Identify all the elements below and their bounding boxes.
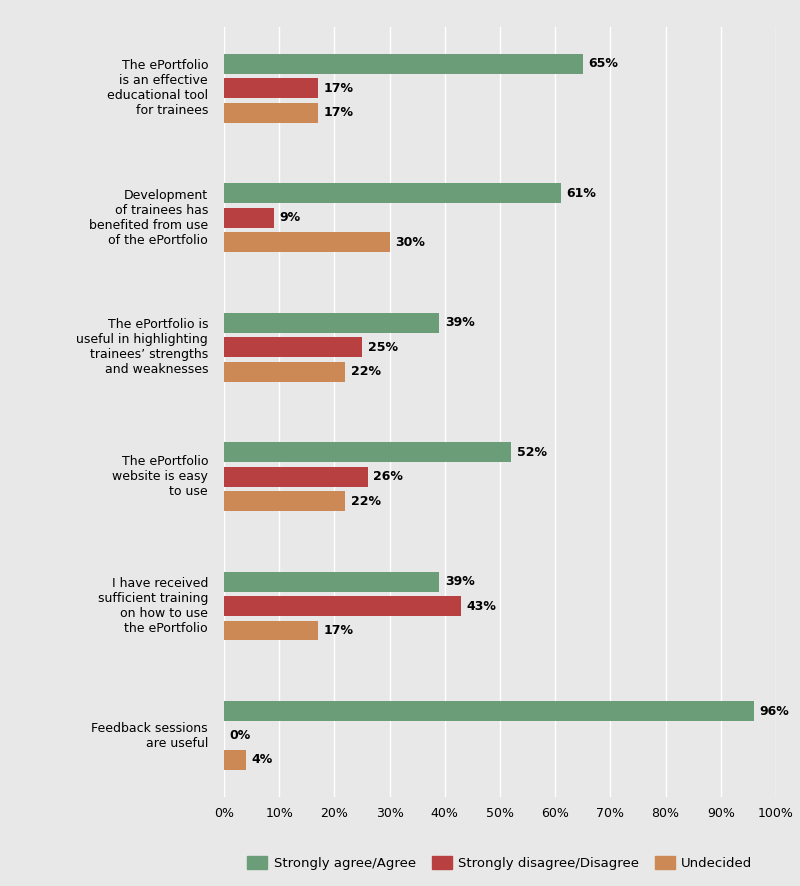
Text: 22%: 22% [351,494,381,508]
Bar [224,208,274,228]
Bar [224,183,561,204]
Bar [224,78,318,98]
Bar [224,467,367,486]
Bar [224,571,439,592]
Bar [224,361,346,382]
Bar [224,596,462,616]
Text: 39%: 39% [445,316,474,330]
Bar [224,702,754,721]
Text: 52%: 52% [517,446,546,459]
Bar [224,338,362,357]
Text: 17%: 17% [323,624,354,637]
Text: 43%: 43% [467,600,497,613]
Text: 26%: 26% [373,470,403,483]
Text: 39%: 39% [445,575,474,588]
Text: 25%: 25% [367,341,398,354]
Bar [224,750,246,770]
Bar [224,54,583,74]
Bar [224,442,511,462]
Text: 9%: 9% [279,211,300,224]
Bar [224,232,390,253]
Text: 0%: 0% [230,729,250,742]
Text: 65%: 65% [588,58,618,71]
Text: 17%: 17% [323,106,354,120]
Text: 4%: 4% [252,753,273,766]
Text: 22%: 22% [351,365,381,378]
Text: 61%: 61% [566,187,596,200]
Bar [224,620,318,641]
Bar [224,103,318,122]
Bar [224,491,346,511]
Text: 30%: 30% [395,236,425,249]
Bar [224,313,439,333]
Text: 96%: 96% [759,704,789,718]
Legend: Strongly agree/Agree, Strongly disagree/Disagree, Undecided: Strongly agree/Agree, Strongly disagree/… [242,851,758,875]
Text: 17%: 17% [323,82,354,95]
